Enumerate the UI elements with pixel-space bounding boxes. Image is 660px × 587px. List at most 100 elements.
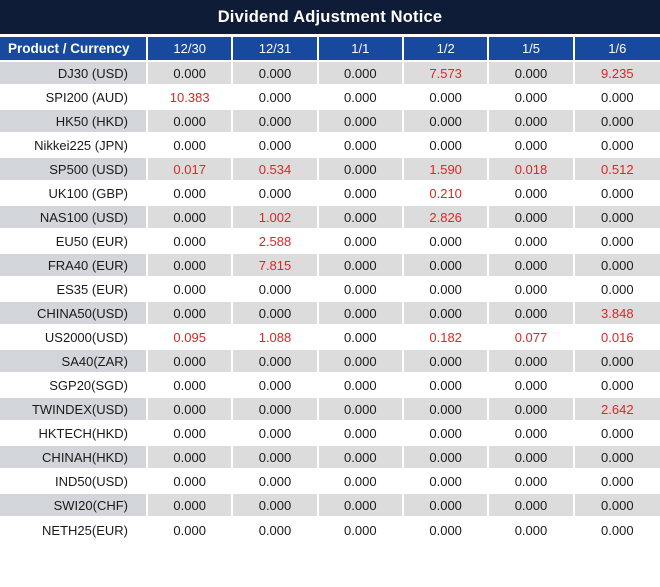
value-cell: 0.000 [318, 62, 404, 86]
value-cell: 0.000 [148, 278, 234, 302]
value-cell: 0.000 [148, 470, 234, 494]
table-row: DJ30 (USD) 0.000 0.000 0.000 7.573 0.000 9.235 [0, 62, 660, 86]
table-row: SGP20(SGD) 0.000 0.000 0.000 0.000 0.000 0.000 [0, 374, 660, 398]
product-cell: SWI20(CHF) [0, 494, 148, 518]
value-cell: 0.000 [403, 374, 490, 398]
date-column-header: 12/31 [233, 37, 319, 62]
value-cell: 0.000 [318, 398, 404, 422]
value-cell: 0.000 [318, 206, 404, 230]
value-cell: 0.534 [233, 158, 319, 182]
value-cell: 1.590 [403, 158, 490, 182]
table-row: CHINAH(HKD) 0.000 0.000 0.000 0.000 0.000 0.00… [0, 446, 660, 470]
table-row: NAS100 (USD) 0.000 1.002 0.000 2.826 0.000 0.0… [0, 206, 660, 230]
table-row: Nikkei225 (JPN) 0.000 0.000 0.000 0.000 0.000… [0, 134, 660, 158]
product-cell: EU50 (EUR) [0, 230, 148, 254]
table-row: ES35 (EUR) 0.000 0.000 0.000 0.000 0.000 0.000 [0, 278, 660, 302]
date-column-header: 1/1 [318, 37, 404, 62]
value-cell: 0.000 [318, 446, 404, 470]
product-cell: HKTECH(HKD) [0, 422, 148, 446]
value-cell: 0.000 [233, 110, 319, 134]
value-cell: 0.000 [148, 182, 234, 206]
product-cell: Nikkei225 (JPN) [0, 134, 148, 158]
product-cell: SPI200 (AUD) [0, 86, 148, 110]
table-row: NETH25(EUR) 0.000 0.000 0.000 0.000 0.000 0.00… [0, 518, 660, 542]
value-cell: 0.000 [489, 110, 575, 134]
value-cell: 0.000 [574, 110, 660, 134]
value-cell: 0.000 [318, 254, 404, 278]
value-cell: 0.000 [233, 302, 319, 326]
value-cell: 0.000 [148, 254, 234, 278]
value-cell: 0.000 [489, 206, 575, 230]
value-cell: 0.000 [489, 134, 575, 158]
table-row: SPI200 (AUD) 10.383 0.000 0.000 0.000 0.000 0.… [0, 86, 660, 110]
value-cell: 0.000 [489, 518, 575, 542]
value-cell: 0.000 [403, 302, 490, 326]
table-row: FRA40 (EUR) 0.000 7.815 0.000 0.000 0.000 0.00… [0, 254, 660, 278]
value-cell: 0.512 [574, 158, 660, 182]
value-cell: 0.000 [318, 374, 404, 398]
value-cell: 0.000 [318, 494, 404, 518]
value-cell: 0.000 [233, 134, 319, 158]
value-cell: 0.000 [403, 470, 490, 494]
value-cell: 0.000 [233, 398, 319, 422]
value-cell: 0.000 [574, 422, 660, 446]
product-cell: CHINA50(USD) [0, 302, 148, 326]
value-cell: 0.000 [233, 350, 319, 374]
value-cell: 0.000 [574, 86, 660, 110]
table-row: US2000(USD) 0.095 1.088 0.000 0.182 0.077 0.01… [0, 326, 660, 350]
value-cell: 0.000 [403, 350, 490, 374]
value-cell: 0.000 [148, 494, 234, 518]
value-cell: 0.000 [318, 134, 404, 158]
value-cell: 0.000 [318, 86, 404, 110]
table-row: UK100 (GBP) 0.000 0.000 0.000 0.210 0.000 0.00… [0, 182, 660, 206]
date-column-header: 1/2 [403, 37, 490, 62]
value-cell: 0.000 [489, 494, 575, 518]
table-row: IND50(USD) 0.000 0.000 0.000 0.000 0.000 0.000 [0, 470, 660, 494]
value-cell: 0.000 [403, 446, 490, 470]
value-cell: 0.000 [318, 110, 404, 134]
value-cell: 0.000 [403, 398, 490, 422]
value-cell: 7.815 [233, 254, 319, 278]
value-cell: 0.000 [233, 374, 319, 398]
value-cell: 0.000 [233, 422, 319, 446]
value-cell: 0.000 [148, 398, 234, 422]
value-cell: 0.000 [318, 158, 404, 182]
value-cell: 0.182 [403, 326, 490, 350]
value-cell: 0.000 [148, 230, 234, 254]
value-cell: 0.000 [403, 518, 490, 542]
table-row: SWI20(CHF) 0.000 0.000 0.000 0.000 0.000 0.000 [0, 494, 660, 518]
value-cell: 0.000 [233, 518, 319, 542]
product-cell: TWINDEX(USD) [0, 398, 148, 422]
value-cell: 2.826 [403, 206, 490, 230]
value-cell: 0.000 [489, 398, 575, 422]
product-cell: UK100 (GBP) [0, 182, 148, 206]
value-cell: 0.000 [489, 422, 575, 446]
value-cell: 2.642 [574, 398, 660, 422]
value-cell: 0.000 [574, 230, 660, 254]
value-cell: 10.383 [148, 86, 234, 110]
date-column-header: 1/6 [574, 37, 660, 62]
value-cell: 0.000 [403, 494, 490, 518]
value-cell: 0.000 [403, 422, 490, 446]
table-row: CHINA50(USD) 0.000 0.000 0.000 0.000 0.000 3.8… [0, 302, 660, 326]
value-cell: 0.000 [489, 278, 575, 302]
value-cell: 0.000 [574, 446, 660, 470]
table-row: HK50 (HKD) 0.000 0.000 0.000 0.000 0.000 0.000 [0, 110, 660, 134]
value-cell: 0.000 [489, 230, 575, 254]
value-cell: 0.000 [574, 374, 660, 398]
value-cell: 0.000 [318, 278, 404, 302]
value-cell: 7.573 [403, 62, 490, 86]
value-cell: 0.000 [403, 230, 490, 254]
product-cell: NETH25(EUR) [0, 518, 148, 542]
product-cell: SA40(ZAR) [0, 350, 148, 374]
value-cell: 0.000 [318, 230, 404, 254]
value-cell: 0.000 [574, 470, 660, 494]
product-cell: SGP20(SGD) [0, 374, 148, 398]
table-body: DJ30 (USD) 0.000 0.000 0.000 7.573 0.000 9.235… [0, 62, 660, 542]
value-cell: 0.000 [574, 254, 660, 278]
value-cell: 0.000 [489, 182, 575, 206]
table-row: TWINDEX(USD) 0.000 0.000 0.000 0.000 0.000 2.6… [0, 398, 660, 422]
value-cell: 0.000 [318, 422, 404, 446]
product-cell: SP500 (USD) [0, 158, 148, 182]
